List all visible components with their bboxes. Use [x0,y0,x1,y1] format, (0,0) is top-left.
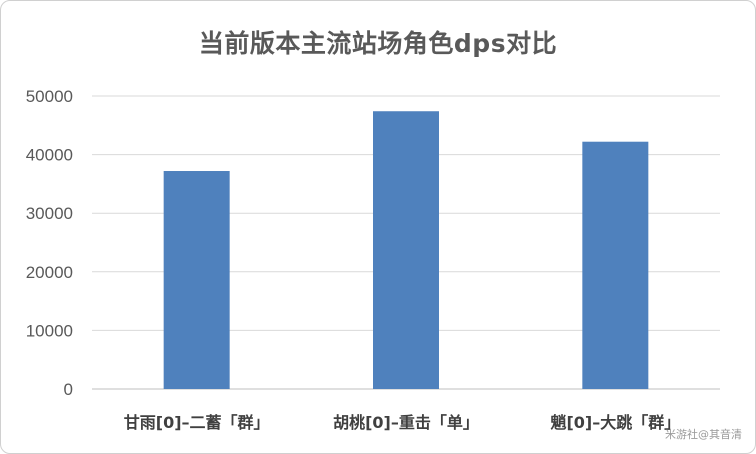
x-axis-categories: 甘雨[0]–二蓄「群」 胡桃[0]–重击「单」 魈[0]–大跳「群」 [124,413,680,432]
y-tick-label: 20000 [26,263,73,282]
bar [373,111,439,390]
y-tick-label: 10000 [26,321,73,340]
watermark: 米游社@其音清 [665,428,742,441]
x-category-label: 甘雨[0]–二蓄「群」 [124,413,270,432]
y-axis-ticks: 0 10000 20000 30000 40000 50000 [26,87,73,399]
chart-title: 当前版本主流站场角色dps对比 [198,29,558,58]
x-category-label: 胡桃[0]–重击「单」 [333,413,479,432]
bar [163,171,230,389]
bar [582,141,649,389]
y-tick-label: 50000 [26,87,73,106]
x-category-label: 魈[0]–大跳「群」 [550,413,680,432]
bars [163,111,649,390]
y-tick-label: 0 [64,380,73,399]
y-tick-label: 40000 [26,146,73,165]
y-tick-label: 30000 [26,204,73,223]
